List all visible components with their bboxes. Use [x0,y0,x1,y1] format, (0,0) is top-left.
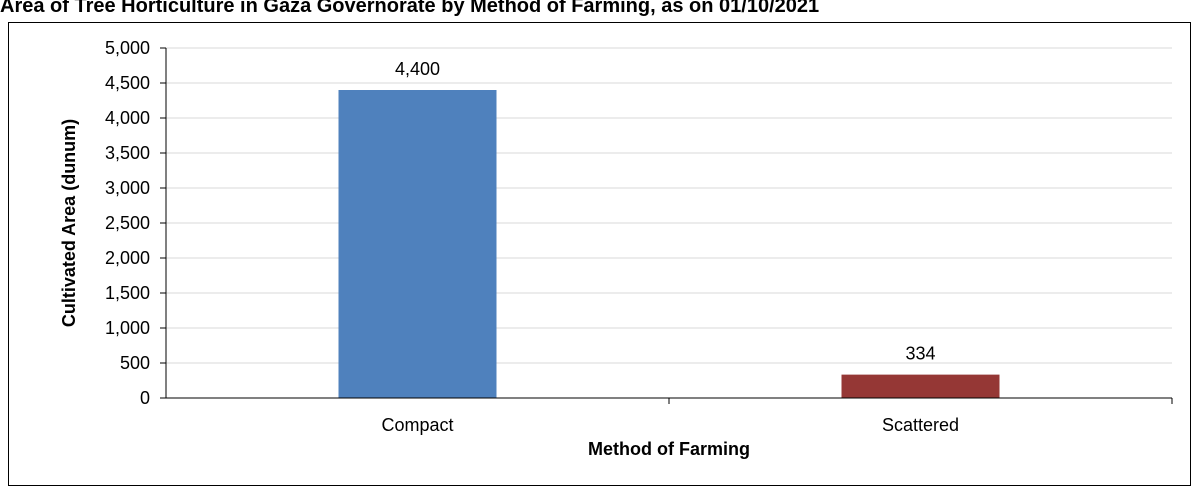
chart-title: Area of Tree Horticulture in Gaza Govern… [0,0,820,17]
y-tick-label: 4,000 [105,108,150,128]
y-tick-label: 3,000 [105,178,150,198]
x-axis-label: Method of Farming [588,439,750,459]
data-labels: 4,400 334 [395,59,936,364]
y-tick-label: 5,000 [105,38,150,58]
chart-frame [8,22,1191,486]
data-label: 4,400 [395,59,440,79]
bars [338,90,1000,398]
y-tick-label: 4,500 [105,73,150,93]
y-axis-label: Cultivated Area (dunum) [59,119,79,327]
y-tick-label: 2,500 [105,213,150,233]
y-tick-label: 1,500 [105,283,150,303]
x-tick-label: Scattered [882,415,959,435]
y-axis-ticks: 0 500 1,000 1,500 2,000 2,500 3,000 3,500 4,000 4… [105,38,166,408]
data-label: 334 [905,344,935,364]
gridlines [166,47,1172,364]
bar-compact [338,90,497,398]
y-tick-label: 500 [120,353,150,373]
y-tick-label: 1,000 [105,318,150,338]
bar-scattered [841,374,1000,398]
x-tick-label: Compact [381,415,453,435]
x-axis-ticks: Compact Scattered [381,398,1173,435]
y-tick-label: 2,000 [105,248,150,268]
y-tick-label: 0 [140,388,150,408]
y-tick-label: 3,500 [105,143,150,163]
